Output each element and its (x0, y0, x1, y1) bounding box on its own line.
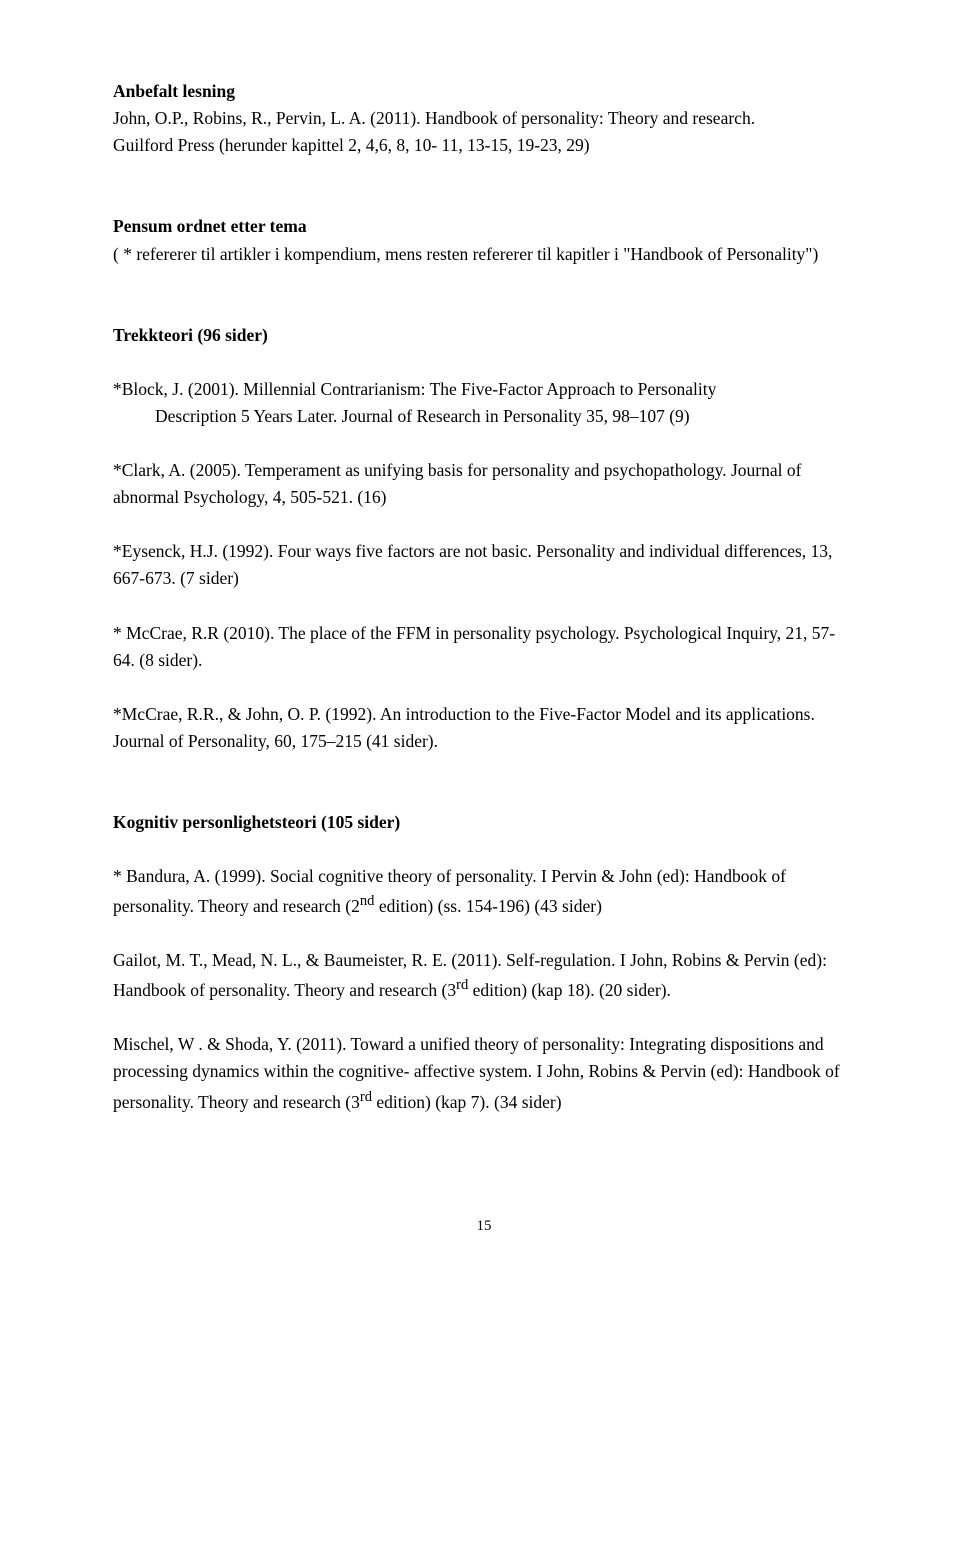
trekk-p1: *Block, J. (2001). Millennial Contrarian… (113, 376, 855, 403)
page-number: 15 (113, 1215, 855, 1238)
trekk-p2: *Clark, A. (2005). Temperament as unifyi… (113, 457, 855, 511)
trekk-heading: Trekkteori (96 sider) (113, 322, 855, 349)
pensum-heading: Pensum ordnet etter tema (113, 213, 855, 240)
kognitiv-p3: Mischel, W . & Shoda, Y. (2011). Toward … (113, 1031, 855, 1115)
kognitiv-p1b: edition) (ss. 154-196) (43 sider) (374, 896, 601, 916)
kognitiv-p3b: edition) (kap 7). (34 sider) (372, 1091, 562, 1111)
kognitiv-p1sup: nd (360, 893, 375, 909)
trekk-p4: * McCrae, R.R (2010). The place of the F… (113, 620, 855, 674)
kognitiv-p1: * Bandura, A. (1999). Social cognitive t… (113, 863, 855, 920)
kognitiv-p2sup: rd (456, 977, 468, 993)
anbefalt-line2: Guilford Press (herunder kapittel 2, 4,6… (113, 132, 855, 159)
anbefalt-heading: Anbefalt lesning (113, 78, 855, 105)
kognitiv-p3sup: rd (360, 1089, 372, 1105)
trekk-p1-indent: Description 5 Years Later. Journal of Re… (155, 403, 855, 430)
kognitiv-p2: Gailot, M. T., Mead, N. L., & Baumeister… (113, 947, 855, 1004)
pensum-sub: ( * refererer til artikler i kompendium,… (113, 241, 855, 268)
kognitiv-heading: Kognitiv personlighetsteori (105 sider) (113, 809, 855, 836)
trekk-p3: *Eysenck, H.J. (1992). Four ways five fa… (113, 538, 855, 592)
trekk-p5: *McCrae, R.R., & John, O. P. (1992). An … (113, 701, 855, 755)
anbefalt-line1: John, O.P., Robins, R., Pervin, L. A. (2… (113, 105, 855, 132)
kognitiv-p2b: edition) (kap 18). (20 sider). (468, 980, 671, 1000)
